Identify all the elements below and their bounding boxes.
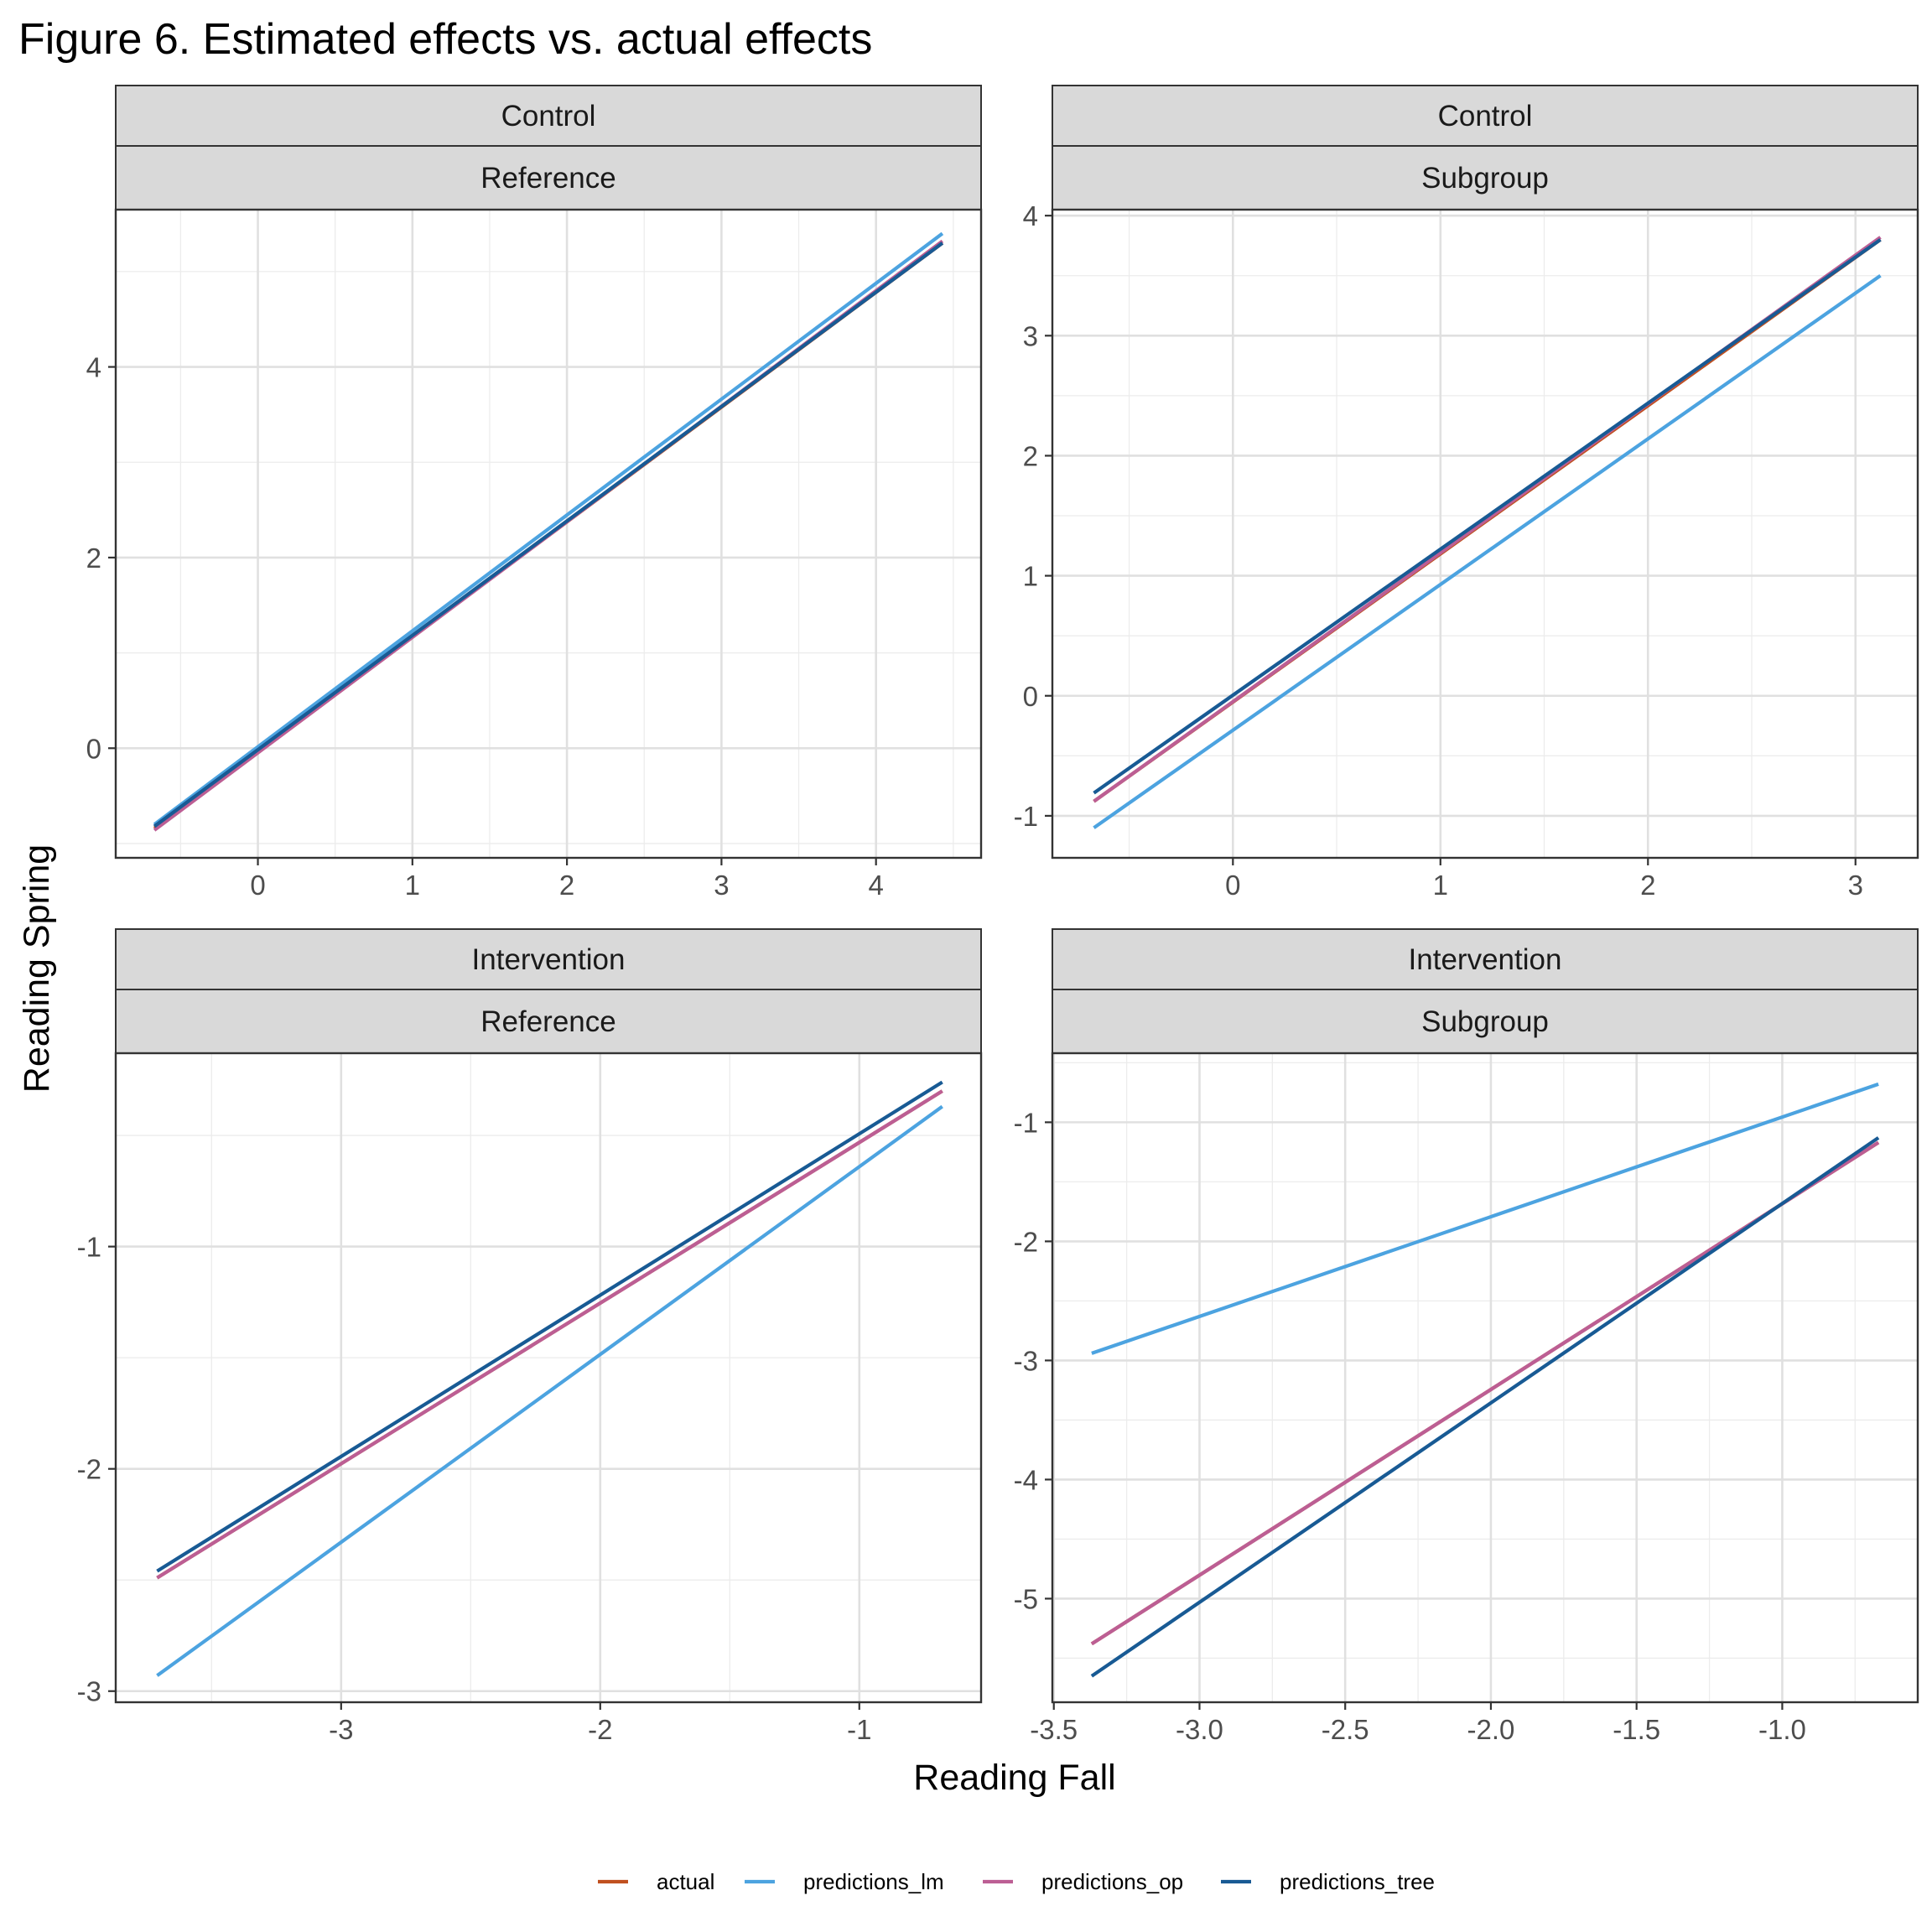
x-tick-label: -2	[588, 1714, 612, 1745]
y-tick-label: 4	[1023, 200, 1038, 231]
y-tick-label: -1	[1014, 801, 1038, 832]
y-tick-label: -2	[1014, 1226, 1038, 1257]
x-tick-label: -3.0	[1176, 1714, 1223, 1745]
y-tick-label: 2	[86, 543, 101, 574]
x-tick-label: 1	[1433, 870, 1448, 901]
strip-label-top: Intervention	[1409, 943, 1562, 976]
x-tick-label: 4	[869, 870, 884, 901]
facet-panel-control-reference: Control Reference 0 1 2 3 4 0 2 4	[86, 85, 983, 901]
strip-bottom-box	[1052, 989, 1919, 1054]
x-tick-label: -1.5	[1613, 1714, 1660, 1745]
x-tick-label: -2.0	[1467, 1714, 1515, 1745]
x-tick-label: -1	[847, 1714, 871, 1745]
x-tick-label: 3	[714, 870, 729, 901]
panel-border	[1051, 208, 1919, 860]
x-tick-label: 3	[1848, 870, 1863, 901]
strip-label-top: Intervention	[472, 943, 626, 976]
legend-label-predictions-lm: predictions_lm	[803, 1869, 944, 1894]
series-line-predictions-lm	[1093, 273, 1882, 829]
panel-background	[116, 1053, 981, 1702]
x-tick-label: 2	[1640, 870, 1655, 901]
strip-label-bottom: Subgroup	[1421, 1005, 1549, 1038]
strip-top-box	[1052, 85, 1919, 147]
x-tick-label: -2.5	[1322, 1714, 1369, 1745]
y-tick-label: -2	[77, 1454, 101, 1485]
strip-top-box	[115, 85, 982, 147]
strip-label-bottom: Subgroup	[1421, 162, 1549, 195]
series-line-predictions-tree	[1090, 1136, 1880, 1678]
x-tick-label: -1.0	[1758, 1714, 1806, 1745]
series-line-predictions-tree	[156, 1080, 943, 1573]
series-line-predictions-lm	[153, 231, 944, 826]
x-tick-label: 1	[405, 870, 420, 901]
facet-panel-intervention-subgroup: Intervention Subgroup -3.5 -3.0 -2.5 -2.0 -1.5…	[1014, 928, 1919, 1745]
y-tick-label: -5	[1014, 1583, 1038, 1614]
x-tick-label: 0	[250, 870, 265, 901]
strip-top-box	[1052, 928, 1919, 990]
y-tick-label: -3	[77, 1676, 101, 1707]
y-axis-title: Reading Spring	[17, 844, 57, 1093]
x-axis-title: Reading Fall	[913, 1758, 1115, 1798]
series-line-predictions-tree	[153, 242, 944, 828]
y-tick-label: 2	[1023, 440, 1038, 471]
y-tick-label: 4	[86, 352, 101, 383]
y-tick-label: -4	[1014, 1464, 1038, 1495]
y-tick-label: -1	[77, 1232, 101, 1263]
legend: actual predictions_lm predictions_op predic…	[598, 1869, 1435, 1894]
y-tick-label: 0	[86, 733, 101, 764]
panel-border	[1051, 1052, 1919, 1704]
x-tick-label: 2	[559, 870, 574, 901]
y-tick-label: -3	[1014, 1345, 1038, 1376]
y-tick-label: 3	[1023, 320, 1038, 351]
x-tick-label: -3.5	[1030, 1714, 1078, 1745]
y-tick-label: 1	[1023, 561, 1038, 592]
y-tick-label: 0	[1023, 681, 1038, 712]
legend-label-predictions-tree: predictions_tree	[1280, 1869, 1435, 1894]
strip-label-top: Control	[1438, 100, 1533, 132]
series-line-predictions-op	[156, 1089, 943, 1580]
y-tick-label: -1	[1014, 1107, 1038, 1138]
x-tick-label: -3	[329, 1714, 353, 1745]
legend-label-predictions-op: predictions_op	[1041, 1869, 1183, 1894]
legend-label-actual: actual	[657, 1869, 714, 1894]
facet-panel-intervention-reference: Intervention Reference -3 -2 -1 -3 -2 -1	[77, 928, 983, 1745]
facet-panel-control-subgroup: Control Subgroup 0 1 2 3 -1 0 1 2 3 4	[1014, 85, 1919, 901]
panel-border	[114, 208, 983, 860]
strip-top-box	[115, 928, 982, 990]
panel-background	[1052, 1053, 1918, 1702]
strip-bottom-box	[115, 145, 982, 210]
strip-bottom-box	[115, 989, 982, 1054]
series-line-predictions-tree	[1093, 238, 1882, 795]
strip-label-bottom: Reference	[480, 1005, 615, 1038]
facet-panels: Control Reference 0 1 2 3 4 0 2 4 Control Subgroup 0…	[77, 85, 1919, 1745]
strip-label-top: Control	[501, 100, 596, 132]
series-line-predictions-lm	[156, 1104, 943, 1677]
panel-border	[114, 1052, 983, 1704]
chart-title: Figure 6. Estimated effects vs. actual e…	[18, 15, 872, 64]
x-tick-label: 0	[1225, 870, 1240, 901]
strip-bottom-box	[1052, 145, 1919, 210]
series-line-predictions-lm	[1091, 1082, 1879, 1355]
strip-label-bottom: Reference	[480, 162, 615, 195]
